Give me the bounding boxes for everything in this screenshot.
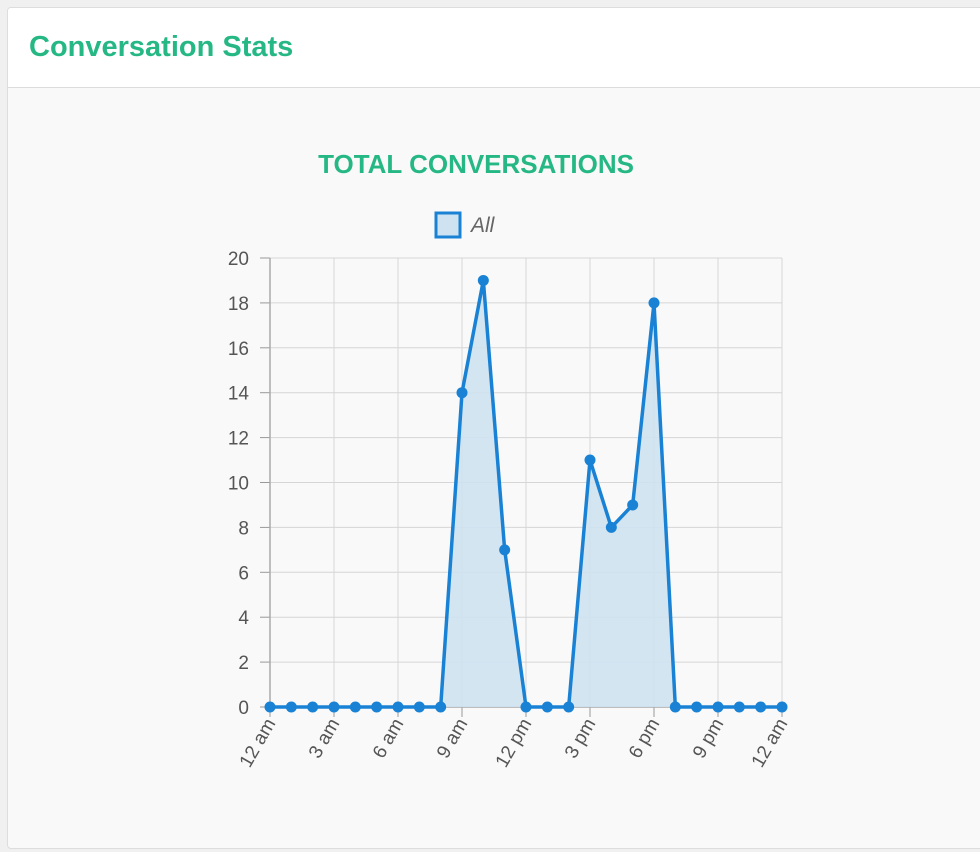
conversation-stats-panel: Conversation Stats <box>7 7 980 849</box>
legend-swatch <box>434 211 462 239</box>
y-tick-label: 6 <box>238 563 249 584</box>
data-point <box>435 701 447 713</box>
data-point <box>563 701 575 713</box>
data-point <box>392 701 404 713</box>
x-tick-label: 12 am <box>236 715 281 771</box>
y-tick-label: 8 <box>238 518 249 539</box>
data-point <box>733 701 745 713</box>
data-point <box>349 701 361 713</box>
x-tick-label: 3 am <box>305 715 344 762</box>
data-point <box>648 297 660 309</box>
data-point <box>541 701 553 713</box>
y-tick-label: 18 <box>228 294 249 315</box>
chart-grid <box>260 257 783 717</box>
data-point <box>755 701 767 713</box>
data-point <box>499 544 511 556</box>
data-point <box>264 701 276 713</box>
panel-header: Conversation Stats <box>8 8 980 88</box>
data-point <box>776 701 788 713</box>
x-tick-label: 6 am <box>369 715 408 762</box>
x-tick-label: 9 pm <box>689 715 728 762</box>
x-tick-label: 3 pm <box>561 715 600 762</box>
y-tick-label: 4 <box>238 608 249 629</box>
data-point <box>605 521 617 533</box>
data-point <box>307 701 319 713</box>
y-tick-label: 14 <box>228 384 250 405</box>
data-point <box>669 701 681 713</box>
x-tick-label: 12 pm <box>492 715 537 771</box>
y-tick-label: 16 <box>228 339 249 360</box>
data-point <box>371 701 383 713</box>
chart-legend[interactable]: All <box>434 211 496 239</box>
x-tick-label: 6 pm <box>625 715 664 762</box>
panel-title: Conversation Stats <box>29 31 294 63</box>
data-point <box>456 387 468 399</box>
series-area-all <box>270 280 782 707</box>
data-point <box>712 701 724 713</box>
chart-series <box>264 274 788 713</box>
y-axis-ticks: 0 2 4 6 8 10 12 14 16 18 20 <box>228 249 250 719</box>
data-point <box>413 701 425 713</box>
x-tick-label: 9 am <box>433 715 472 762</box>
data-point <box>691 701 703 713</box>
y-tick-label: 12 <box>228 429 249 450</box>
data-point <box>520 701 532 713</box>
y-tick-label: 10 <box>228 474 249 495</box>
y-tick-label: 2 <box>238 653 249 674</box>
y-tick-label: 0 <box>238 698 249 719</box>
data-point <box>285 701 297 713</box>
data-point <box>627 499 639 511</box>
data-point <box>584 454 596 466</box>
x-tick-label: 12 am <box>748 715 793 771</box>
chart-title: TOTAL CONVERSATIONS <box>318 149 634 179</box>
legend-label: All <box>469 214 496 237</box>
data-point <box>477 274 489 286</box>
x-axis-ticks: 12 am 3 am 6 am 9 am 12 pm 3 pm 6 pm 9 pm 12 am <box>236 715 793 771</box>
y-tick-label: 20 <box>228 249 249 270</box>
data-point <box>328 701 340 713</box>
